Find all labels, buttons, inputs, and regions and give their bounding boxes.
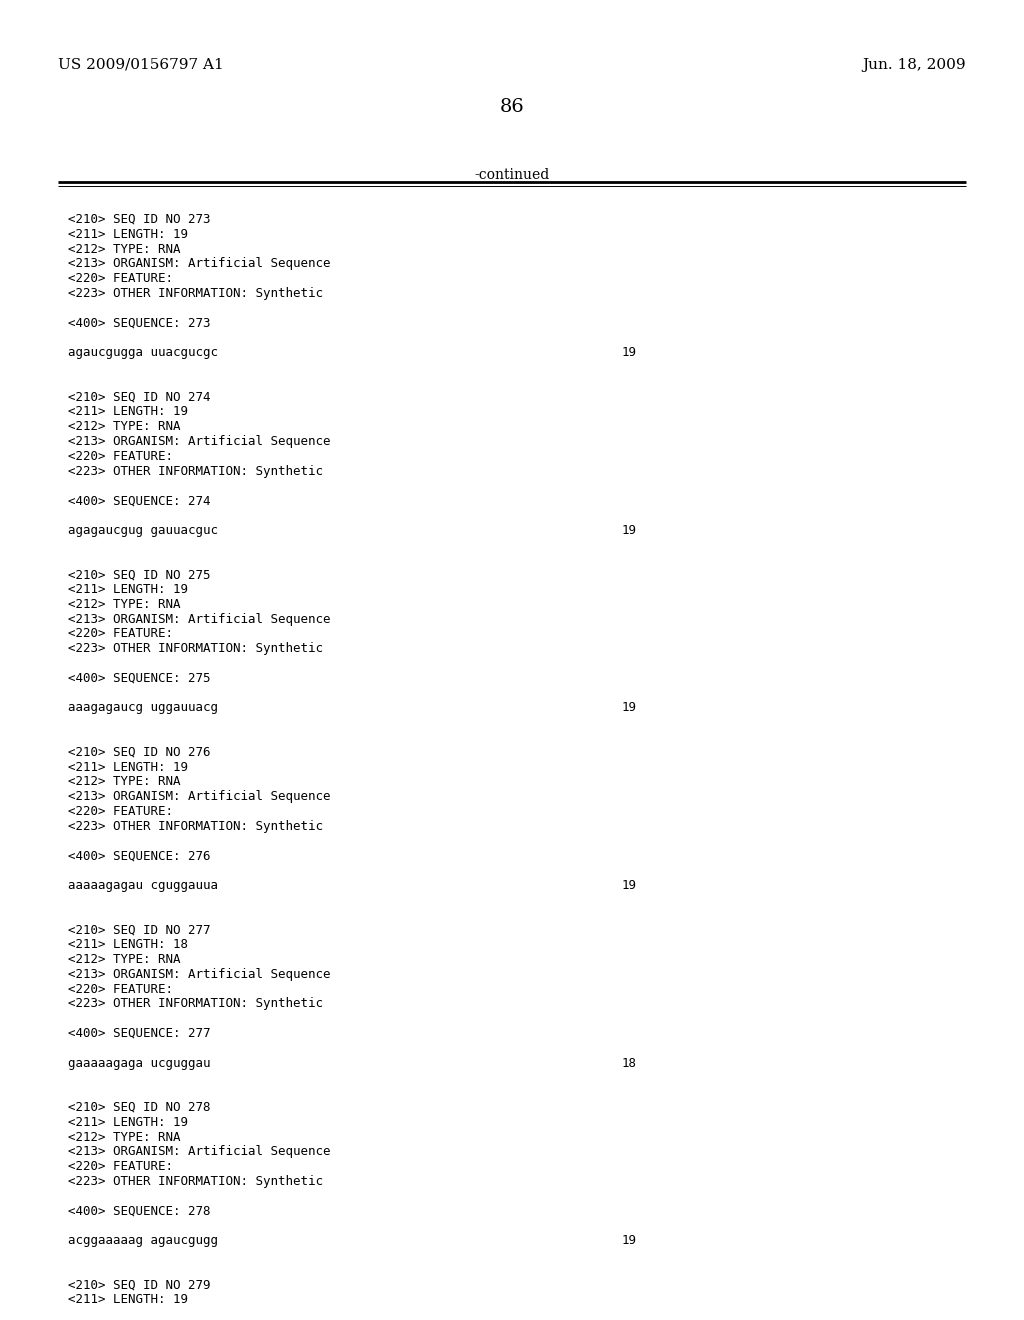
Text: <220> FEATURE:: <220> FEATURE:: [68, 450, 173, 463]
Text: <400> SEQUENCE: 278: <400> SEQUENCE: 278: [68, 1205, 211, 1217]
Text: aaaaagagau cguggauua: aaaaagagau cguggauua: [68, 879, 218, 892]
Text: <213> ORGANISM: Artificial Sequence: <213> ORGANISM: Artificial Sequence: [68, 1146, 331, 1159]
Text: <211> LENGTH: 19: <211> LENGTH: 19: [68, 1294, 188, 1307]
Text: <210> SEQ ID NO 275: <210> SEQ ID NO 275: [68, 568, 211, 581]
Text: <213> ORGANISM: Artificial Sequence: <213> ORGANISM: Artificial Sequence: [68, 968, 331, 981]
Text: agagaucgug gauuacguc: agagaucgug gauuacguc: [68, 524, 218, 537]
Text: <400> SEQUENCE: 275: <400> SEQUENCE: 275: [68, 672, 211, 685]
Text: <220> FEATURE:: <220> FEATURE:: [68, 627, 173, 640]
Text: <223> OTHER INFORMATION: Synthetic: <223> OTHER INFORMATION: Synthetic: [68, 998, 323, 1010]
Text: <212> TYPE: RNA: <212> TYPE: RNA: [68, 243, 180, 256]
Text: <223> OTHER INFORMATION: Synthetic: <223> OTHER INFORMATION: Synthetic: [68, 1175, 323, 1188]
Text: <400> SEQUENCE: 273: <400> SEQUENCE: 273: [68, 317, 211, 330]
Text: gaaaaagaga ucguggau: gaaaaagaga ucguggau: [68, 1056, 211, 1069]
Text: <211> LENGTH: 19: <211> LENGTH: 19: [68, 1115, 188, 1129]
Text: <211> LENGTH: 19: <211> LENGTH: 19: [68, 228, 188, 240]
Text: <213> ORGANISM: Artificial Sequence: <213> ORGANISM: Artificial Sequence: [68, 791, 331, 803]
Text: 86: 86: [500, 98, 524, 116]
Text: 19: 19: [622, 524, 637, 537]
Text: <213> ORGANISM: Artificial Sequence: <213> ORGANISM: Artificial Sequence: [68, 436, 331, 447]
Text: <213> ORGANISM: Artificial Sequence: <213> ORGANISM: Artificial Sequence: [68, 612, 331, 626]
Text: <212> TYPE: RNA: <212> TYPE: RNA: [68, 775, 180, 788]
Text: <400> SEQUENCE: 277: <400> SEQUENCE: 277: [68, 1027, 211, 1040]
Text: <223> OTHER INFORMATION: Synthetic: <223> OTHER INFORMATION: Synthetic: [68, 643, 323, 655]
Text: 19: 19: [622, 701, 637, 714]
Text: <223> OTHER INFORMATION: Synthetic: <223> OTHER INFORMATION: Synthetic: [68, 465, 323, 478]
Text: <211> LENGTH: 19: <211> LENGTH: 19: [68, 583, 188, 597]
Text: <212> TYPE: RNA: <212> TYPE: RNA: [68, 420, 180, 433]
Text: <220> FEATURE:: <220> FEATURE:: [68, 1160, 173, 1173]
Text: <220> FEATURE:: <220> FEATURE:: [68, 272, 173, 285]
Text: <212> TYPE: RNA: <212> TYPE: RNA: [68, 953, 180, 966]
Text: <211> LENGTH: 19: <211> LENGTH: 19: [68, 760, 188, 774]
Text: <223> OTHER INFORMATION: Synthetic: <223> OTHER INFORMATION: Synthetic: [68, 820, 323, 833]
Text: <220> FEATURE:: <220> FEATURE:: [68, 805, 173, 818]
Text: <223> OTHER INFORMATION: Synthetic: <223> OTHER INFORMATION: Synthetic: [68, 286, 323, 300]
Text: <400> SEQUENCE: 274: <400> SEQUENCE: 274: [68, 494, 211, 507]
Text: <212> TYPE: RNA: <212> TYPE: RNA: [68, 598, 180, 611]
Text: aaagagaucg uggauuacg: aaagagaucg uggauuacg: [68, 701, 218, 714]
Text: -continued: -continued: [474, 168, 550, 182]
Text: <213> ORGANISM: Artificial Sequence: <213> ORGANISM: Artificial Sequence: [68, 257, 331, 271]
Text: <212> TYPE: RNA: <212> TYPE: RNA: [68, 1131, 180, 1143]
Text: US 2009/0156797 A1: US 2009/0156797 A1: [58, 58, 224, 73]
Text: 19: 19: [622, 346, 637, 359]
Text: <210> SEQ ID NO 279: <210> SEQ ID NO 279: [68, 1279, 211, 1291]
Text: <210> SEQ ID NO 276: <210> SEQ ID NO 276: [68, 746, 211, 759]
Text: 18: 18: [622, 1056, 637, 1069]
Text: <210> SEQ ID NO 273: <210> SEQ ID NO 273: [68, 213, 211, 226]
Text: <210> SEQ ID NO 274: <210> SEQ ID NO 274: [68, 391, 211, 404]
Text: 19: 19: [622, 879, 637, 892]
Text: <211> LENGTH: 18: <211> LENGTH: 18: [68, 939, 188, 952]
Text: Jun. 18, 2009: Jun. 18, 2009: [862, 58, 966, 73]
Text: <400> SEQUENCE: 276: <400> SEQUENCE: 276: [68, 849, 211, 862]
Text: <210> SEQ ID NO 278: <210> SEQ ID NO 278: [68, 1101, 211, 1114]
Text: agaucgugga uuacgucgc: agaucgugga uuacgucgc: [68, 346, 218, 359]
Text: <211> LENGTH: 19: <211> LENGTH: 19: [68, 405, 188, 418]
Text: 19: 19: [622, 1234, 637, 1247]
Text: <210> SEQ ID NO 277: <210> SEQ ID NO 277: [68, 924, 211, 936]
Text: <220> FEATURE:: <220> FEATURE:: [68, 982, 173, 995]
Text: acggaaaaag agaucgugg: acggaaaaag agaucgugg: [68, 1234, 218, 1247]
